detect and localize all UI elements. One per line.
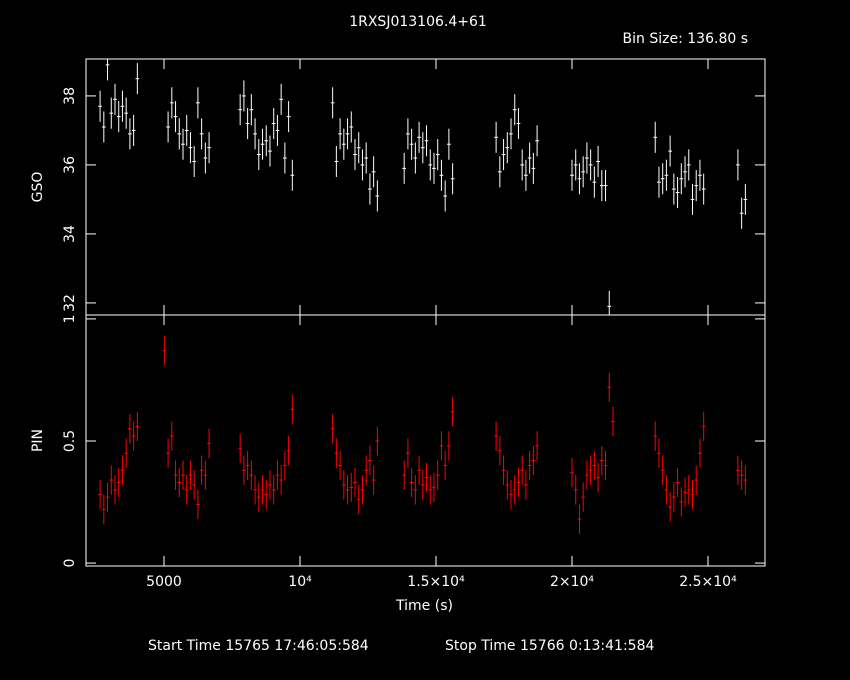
y-tick-label: 38 (62, 87, 78, 105)
y-tick-label: 32 (62, 294, 78, 312)
y-tick-label: 36 (62, 156, 78, 174)
start-time: Start Time 15765 17:46:05:584 (148, 638, 369, 654)
bin-size: Bin Size: 136.80 s (623, 31, 748, 47)
chart-title: 1RXSJ013106.4+61 (349, 14, 487, 30)
y-tick-label: 1 (62, 314, 78, 323)
y-tick-label: 34 (62, 225, 78, 243)
y-axis-label: PIN (30, 429, 46, 452)
x-tick-label: 2.5×10⁴ (679, 574, 737, 590)
x-tick-label: 1.5×10⁴ (407, 574, 465, 590)
stop-time: Stop Time 15766 0:13:41:584 (445, 638, 654, 654)
x-tick-label: 5000 (146, 574, 182, 590)
y-axis-label: GSO (30, 172, 46, 203)
y-tick-label: 0.5 (62, 430, 78, 452)
y-tick-label: 0 (62, 559, 78, 568)
x-tick-label: 2×10⁴ (550, 574, 594, 590)
x-tick-label: 10⁴ (288, 574, 312, 590)
x-axis-label: Time (s) (395, 598, 453, 614)
